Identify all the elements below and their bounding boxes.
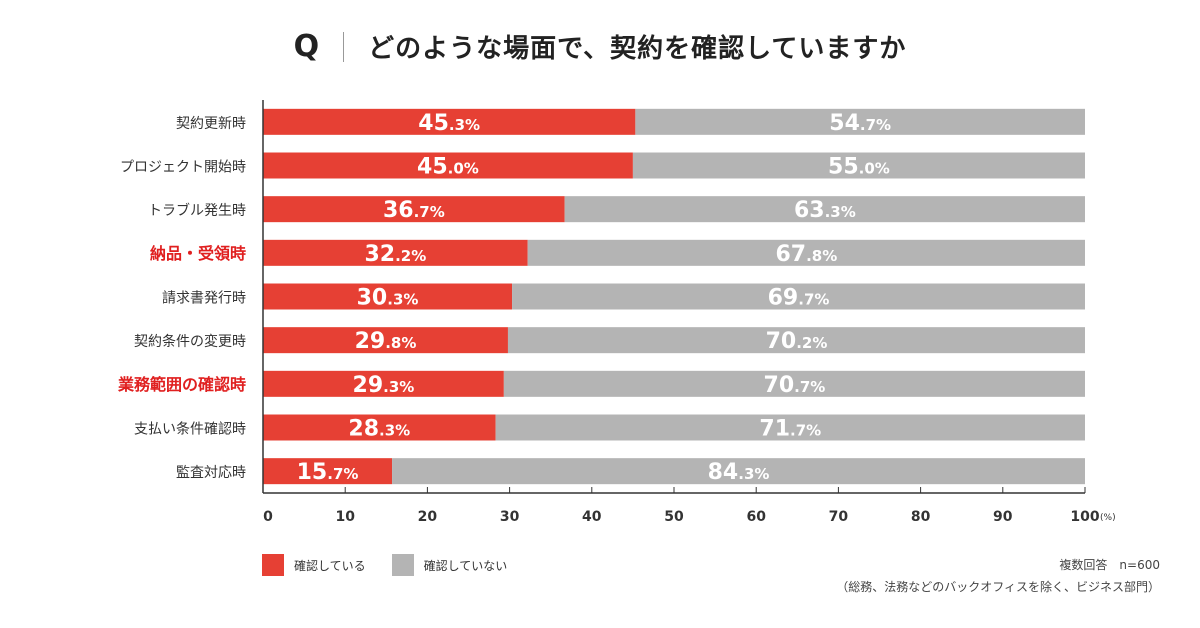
data-label: 45.0%	[417, 155, 479, 180]
bar-confirmed	[263, 108, 636, 135]
bar-confirmed	[263, 196, 565, 223]
legend-label-confirmed: 確認している	[294, 558, 366, 573]
bar-not-confirmed	[392, 458, 1086, 485]
x-tick-label: 50	[664, 509, 684, 525]
category-label: 支払い条件確認時	[134, 421, 246, 438]
bar-confirmed	[263, 152, 633, 179]
data-label: 71.7%	[759, 417, 821, 442]
data-label: 54.7%	[829, 111, 891, 136]
x-axis-unit: (%)	[1100, 513, 1116, 523]
data-label: 67.8%	[775, 242, 837, 267]
legend-label-not-confirmed: 確認していない	[423, 558, 508, 573]
legend-item-confirmed: 確認している	[262, 554, 366, 576]
legend: 確認している 確認していない	[262, 554, 533, 576]
x-tick-label: 20	[418, 509, 438, 525]
bar-not-confirmed	[564, 196, 1085, 223]
category-label: 業務範囲の確認時	[117, 375, 246, 394]
legend-swatch-confirmed	[262, 554, 284, 576]
legend-swatch-not-confirmed	[391, 554, 414, 576]
data-label: 70.2%	[766, 329, 828, 354]
data-label: 69.7%	[768, 286, 830, 311]
bar-not-confirmed	[635, 108, 1085, 135]
bar-confirmed	[263, 327, 508, 354]
data-label: 28.3%	[348, 417, 410, 442]
sample-size-note: 複数回答 n=600	[1059, 558, 1160, 572]
data-label: 32.2%	[364, 242, 426, 267]
x-tick-label: 90	[993, 509, 1013, 525]
data-label: 15.7%	[297, 460, 359, 485]
data-label: 45.3%	[418, 111, 480, 136]
title-divider	[343, 31, 345, 62]
x-tick-label: 40	[582, 509, 602, 525]
data-label: 30.3%	[357, 286, 419, 311]
category-label: 請求書発行時	[162, 291, 246, 307]
x-tick-label: 60	[746, 509, 766, 525]
x-tick-label: 30	[500, 509, 520, 525]
scope-note: （総務、法務などのバックオフィスを除く、ビジネス部門）	[836, 580, 1160, 594]
bar-confirmed	[263, 458, 393, 485]
x-tick-label: 70	[829, 509, 849, 525]
x-tick-label: 0	[263, 509, 273, 525]
x-tick-label: 10	[335, 509, 355, 525]
data-label: 29.3%	[353, 373, 415, 398]
bar-confirmed	[263, 283, 513, 310]
bar-not-confirmed	[503, 370, 1085, 397]
question-text: どのような場面で、契約を確認していますか	[368, 34, 907, 64]
bar-confirmed	[263, 239, 528, 266]
data-label: 63.3%	[794, 198, 856, 223]
x-tick-label: 80	[911, 509, 931, 525]
legend-item-not-confirmed: 確認していない	[391, 554, 508, 576]
data-label: 70.7%	[764, 373, 826, 398]
category-label: プロジェクト開始時	[120, 160, 246, 176]
bar-not-confirmed	[507, 327, 1085, 354]
bar-not-confirmed	[527, 239, 1085, 266]
data-label: 29.8%	[355, 329, 417, 354]
data-label: 36.7%	[383, 198, 445, 223]
bar-not-confirmed	[495, 414, 1086, 441]
category-label: 監査対応時	[176, 464, 246, 481]
bar-not-confirmed	[512, 283, 1085, 310]
category-label: トラブル発生時	[148, 202, 246, 219]
bar-confirmed	[263, 370, 504, 397]
category-label: 納品・受領時	[150, 244, 246, 263]
x-tick-label: 100	[1070, 509, 1099, 525]
bar-not-confirmed	[632, 152, 1085, 179]
category-label: 契約条件の変更時	[134, 333, 246, 350]
data-label: 55.0%	[828, 155, 890, 180]
chart-title: Q どのような場面で、契約を確認していますか	[0, 28, 1200, 65]
data-label: 84.3%	[708, 460, 770, 485]
category-label: 契約更新時	[176, 116, 246, 132]
bar-confirmed	[263, 414, 496, 441]
survey-note: 複数回答 n=600 （総務、法務などのバックオフィスを除く、ビジネス部門）	[836, 554, 1160, 598]
question-mark: Q	[293, 29, 320, 64]
